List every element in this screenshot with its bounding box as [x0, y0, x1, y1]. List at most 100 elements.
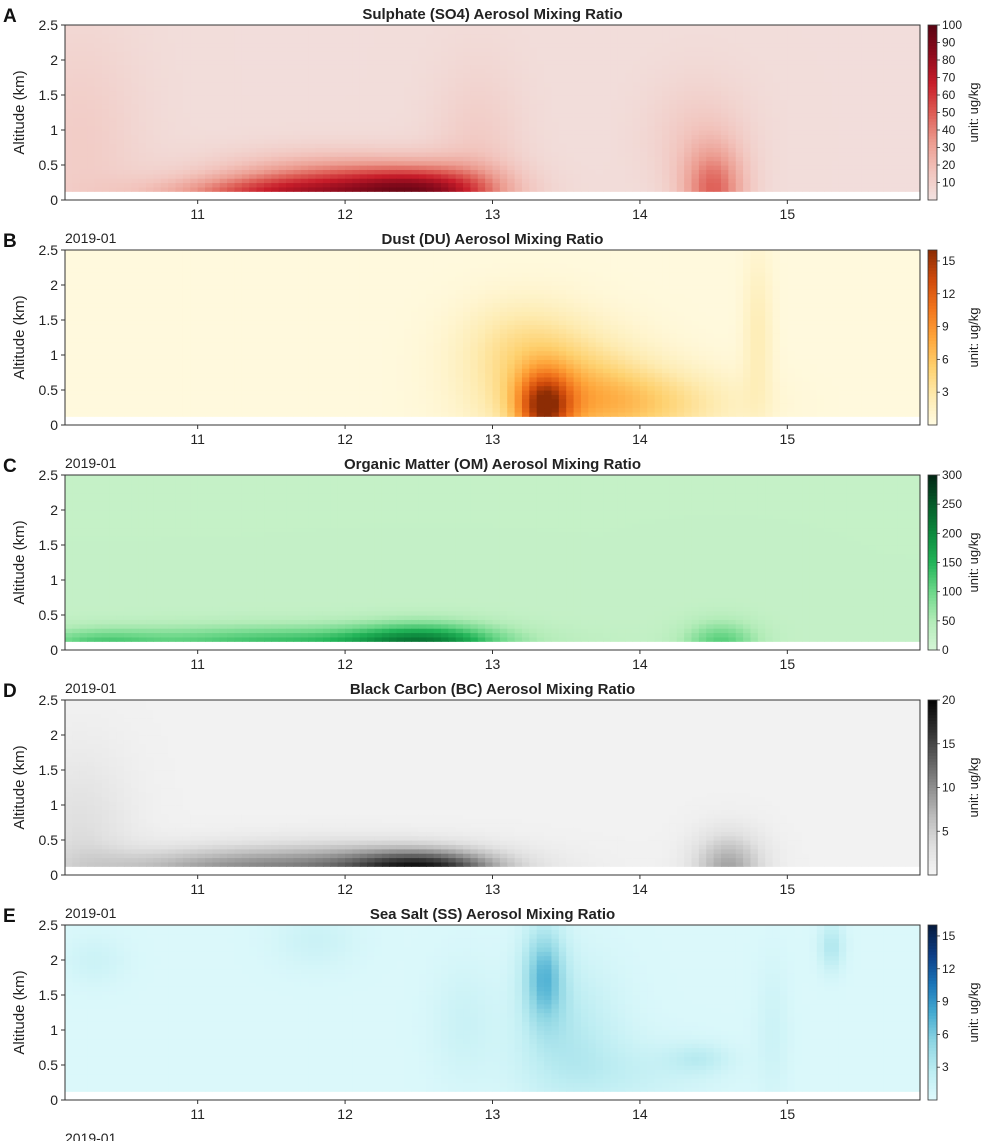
heatmap-cell	[566, 169, 574, 174]
heatmap-cell	[529, 104, 537, 109]
heatmap-cell	[338, 130, 346, 135]
heatmap-cell	[456, 38, 464, 43]
heatmap-cell	[750, 56, 758, 61]
heatmap-cell	[692, 165, 700, 170]
heatmap-cell	[750, 73, 758, 78]
heatmap-cell	[500, 126, 508, 131]
heatmap-cell	[419, 25, 427, 30]
heatmap-cell	[227, 56, 235, 61]
heatmap-cell	[94, 368, 102, 373]
heatmap-cell	[345, 178, 353, 183]
heatmap-cell	[485, 161, 493, 166]
heatmap-cell	[743, 64, 751, 69]
heatmap-cell	[817, 126, 825, 131]
heatmap-cell	[242, 56, 250, 61]
heatmap-cell	[780, 95, 788, 100]
heatmap-cell	[485, 38, 493, 43]
heatmap-cell	[168, 47, 176, 52]
heatmap-cell	[470, 43, 478, 48]
heatmap-cell	[633, 178, 641, 183]
heatmap-cell	[352, 43, 360, 48]
heatmap-cell	[485, 95, 493, 100]
heatmap-cell	[485, 69, 493, 74]
heatmap-cell	[817, 108, 825, 113]
heatmap-cell	[338, 86, 346, 91]
heatmap-cell	[419, 152, 427, 157]
heatmap-cell	[522, 86, 530, 91]
heatmap-cell	[647, 174, 655, 179]
heatmap-cell	[669, 143, 677, 148]
heatmap-cell	[750, 64, 758, 69]
heatmap-cell	[397, 117, 405, 122]
heatmap-cell	[655, 86, 663, 91]
heatmap-cell	[913, 113, 921, 118]
heatmap-cell	[714, 134, 722, 139]
heatmap-cell	[227, 174, 235, 179]
heatmap-cell	[264, 126, 272, 131]
heatmap-cell	[330, 43, 338, 48]
heatmap-cell	[522, 174, 530, 179]
colorbar-segment	[928, 171, 937, 174]
heatmap-cell	[330, 117, 338, 122]
heatmap-cell	[758, 165, 766, 170]
heatmap-cell	[301, 174, 309, 179]
heatmap-cell	[72, 69, 80, 74]
heatmap-cell	[124, 386, 132, 391]
heatmap-cell	[375, 38, 383, 43]
heatmap-cell	[898, 161, 906, 166]
heatmap-cell	[891, 47, 899, 52]
heatmap-cell	[102, 338, 110, 343]
heatmap-cell	[581, 82, 589, 87]
heatmap-cell	[500, 134, 508, 139]
heatmap-cell	[743, 38, 751, 43]
heatmap-cell	[426, 143, 434, 148]
heatmap-cell	[426, 78, 434, 83]
heatmap-cell	[913, 29, 921, 34]
heatmap-cell	[257, 29, 265, 34]
heatmap-cell	[832, 43, 840, 48]
heatmap-cell	[249, 56, 257, 61]
heatmap-cell	[176, 130, 184, 135]
heatmap-cell	[323, 169, 331, 174]
heatmap-cell	[448, 113, 456, 118]
heatmap-cell	[529, 86, 537, 91]
heatmap-cell	[544, 161, 552, 166]
heatmap-cell	[640, 156, 648, 161]
heatmap-cell	[773, 143, 781, 148]
heatmap-cell	[780, 134, 788, 139]
heatmap-cell	[684, 69, 692, 74]
heatmap-cell	[817, 113, 825, 118]
heatmap-cell	[699, 86, 707, 91]
heatmap-cell	[721, 143, 729, 148]
heatmap-cell	[146, 117, 154, 122]
heatmap-cell	[544, 169, 552, 174]
heatmap-cell	[80, 303, 88, 308]
heatmap-cell	[721, 183, 729, 188]
heatmap-cell	[780, 174, 788, 179]
heatmap-cell	[758, 47, 766, 52]
heatmap-cell	[323, 86, 331, 91]
heatmap-cell	[588, 60, 596, 65]
heatmap-cell	[139, 51, 147, 56]
heatmap-cell	[168, 60, 176, 65]
heatmap-cell	[271, 143, 279, 148]
heatmap-cell	[146, 268, 154, 273]
heatmap-cell	[551, 104, 559, 109]
heatmap-cell	[65, 399, 73, 404]
heatmap-cell	[65, 390, 73, 395]
heatmap-cell	[117, 95, 125, 100]
heatmap-cell	[131, 69, 139, 74]
heatmap-cell	[588, 121, 596, 126]
heatmap-cell	[65, 51, 73, 56]
heatmap-cell	[898, 78, 906, 83]
heatmap-cell	[153, 47, 161, 52]
heatmap-cell	[883, 34, 891, 39]
heatmap-cell	[271, 183, 279, 188]
heatmap-cell	[596, 60, 604, 65]
heatmap-cell	[596, 152, 604, 157]
heatmap-cell	[434, 143, 442, 148]
heatmap-cell	[235, 143, 243, 148]
heatmap-cell	[566, 56, 574, 61]
heatmap-cell	[551, 34, 559, 39]
heatmap-cell	[876, 187, 884, 192]
